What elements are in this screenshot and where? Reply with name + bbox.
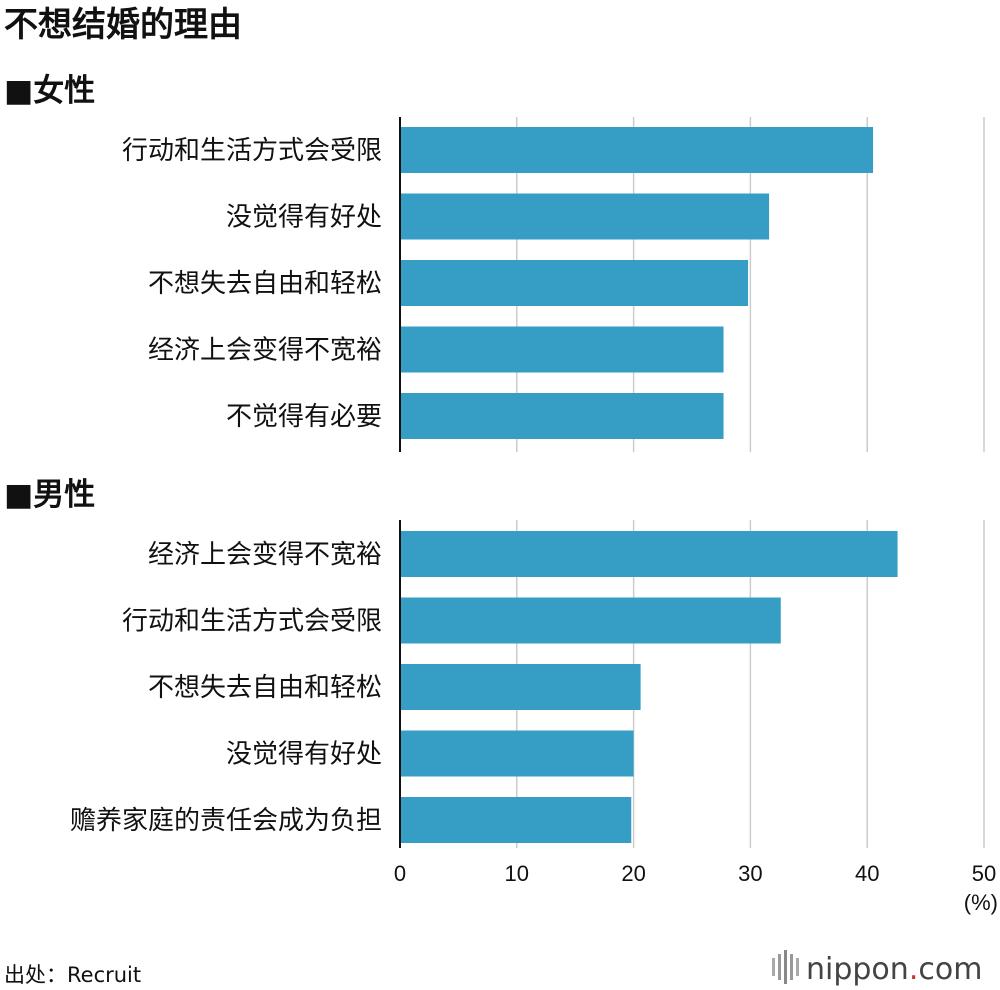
- bar-female-4: [400, 393, 724, 439]
- category-label: 行动和生活方式会受限: [122, 607, 382, 637]
- x-tick-label-10: 10: [505, 861, 529, 886]
- category-label: 赡养家庭的责任会成为负担: [70, 806, 382, 836]
- x-axis: 0 10 20 30 40 50: [394, 861, 996, 886]
- x-tick-label-0: 0: [394, 861, 406, 886]
- category-label: 经济上会变得不宽裕: [148, 336, 382, 366]
- unit-label: (%): [964, 890, 998, 915]
- category-label: 不想失去自由和轻松: [148, 269, 382, 299]
- bar-male-3: [400, 730, 634, 777]
- panel-male: 经济上会变得不宽裕行动和生活方式会受限不想失去自由和轻松没觉得有好处赡养家庭的责…: [70, 520, 985, 848]
- x-tick-label-20: 20: [621, 861, 645, 886]
- x-tick-label-30: 30: [738, 861, 762, 886]
- bar-male-2: [400, 664, 641, 710]
- category-label: 不想失去自由和轻松: [148, 673, 382, 703]
- bar-male-4: [400, 797, 632, 843]
- bar-male-1: [400, 597, 781, 644]
- x-tick-label-50: 50: [972, 861, 996, 886]
- category-label: 不觉得有必要: [226, 402, 382, 432]
- panel-title-female: ■女性: [4, 73, 95, 109]
- bar-female-0: [400, 127, 874, 173]
- bar-female-1: [400, 193, 770, 240]
- source-note: 出处：Recruit: [4, 963, 141, 987]
- category-label: 没觉得有好处: [226, 740, 382, 770]
- category-label: 经济上会变得不宽裕: [148, 540, 382, 570]
- logo-bars-icon: [772, 950, 799, 984]
- bar-female-3: [400, 326, 724, 373]
- category-label: 没觉得有好处: [226, 203, 382, 233]
- nippon-logo: nippon.com: [772, 950, 982, 987]
- x-tick-label-40: 40: [855, 861, 879, 886]
- chart-title: 不想结婚的理由: [4, 5, 242, 45]
- bar-female-2: [400, 260, 749, 306]
- panel-title-male: ■男性: [4, 477, 95, 513]
- category-label: 行动和生活方式会受限: [122, 136, 382, 166]
- logo-text: nippon.com: [806, 952, 982, 987]
- bar-male-0: [400, 531, 898, 577]
